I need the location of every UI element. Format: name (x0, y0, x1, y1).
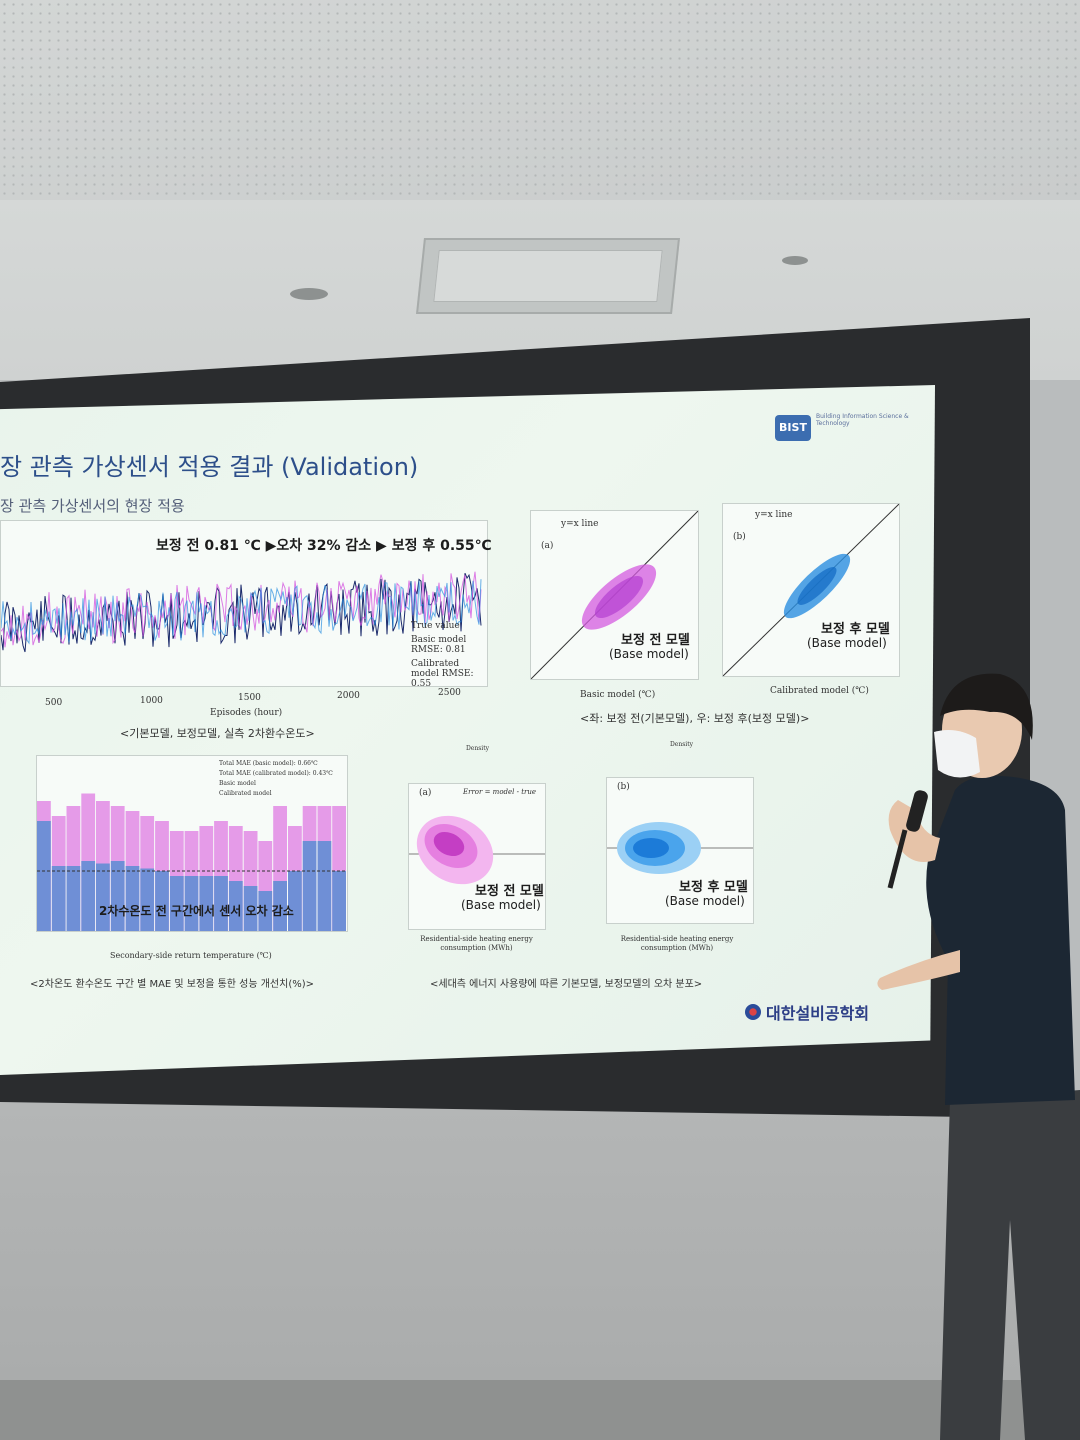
bar-legend: Total MAE (basic model): 0.66℃ (219, 760, 318, 767)
scatter-a-x-label: Basic model (℃) (580, 690, 656, 700)
bar-chart-annotation: 2차수온도 전 구간에서 센서 오차 감소 (99, 904, 294, 918)
scatter-a-panel: (a) y=x line 보정 전 모델 (Base model) (530, 510, 699, 680)
scatter-b-x-label: Calibrated model (℃) (770, 686, 869, 696)
presenter-shirt (926, 775, 1075, 1105)
bar-chart-plot (37, 793, 347, 931)
presenter-legs (940, 1090, 1080, 1440)
calibrated-model-bar (288, 871, 302, 931)
ceiling-light (782, 256, 808, 265)
density-a-plot (409, 815, 545, 885)
calibrated-model-bar (199, 876, 214, 931)
calibrated-model-bar (317, 841, 332, 931)
density-b-annotation-ko: 보정 후 모델 (679, 880, 748, 895)
density-a-annotation-en: (Base model) (461, 898, 541, 912)
bist-logo: BIST (775, 415, 811, 441)
calibrated-model-bar (214, 876, 228, 931)
calibrated-model-bar (66, 866, 81, 931)
legend-true-value: True value (411, 621, 460, 631)
org-logo: 대한설비공학회 (745, 1000, 869, 1024)
density-b-plot (607, 822, 753, 874)
presentation-slide: 장 관측 가상센서 적용 결과 (Validation) 장 관측 가상센서의 … (0, 385, 935, 1075)
scatter-a-annotation-en: (Base model) (609, 647, 689, 661)
floor-strip (0, 1380, 1080, 1440)
scatter-a-label: (a) (541, 541, 554, 551)
calibrated-model-bar (169, 876, 184, 931)
calibrated-model-bar (258, 891, 273, 931)
density-a-panel: (a) Error = model - true 보정 전 모델 (Base m… (408, 783, 546, 930)
scatter-b-panel: (b) y=x line 보정 후 모델 (Base model) (722, 503, 900, 677)
timeseries-panel: 보정 전 0.81 ℃ ▶오차 32% 감소 ▶ 보정 후 0.55℃ True… (0, 520, 492, 689)
ceiling-vent (416, 238, 680, 314)
calibrated-model-bar (51, 866, 66, 931)
presenter-mask (934, 730, 980, 778)
calibrated-model-bar (184, 876, 199, 931)
true-value-series (1, 573, 482, 653)
org-emblem-icon (745, 1004, 761, 1020)
slide-title: 장 관측 가상센서 적용 결과 (Validation) (0, 453, 419, 481)
density-b-top-label: Density (670, 741, 694, 748)
org-name: 대한설비공학회 (766, 1004, 870, 1023)
bar-chart-caption: <2차온도 환수온도 구간 별 MAE 및 보정을 통한 성능 개선치(%)> (30, 979, 315, 990)
density-a-formula: Error = model - true (463, 788, 537, 796)
presenter-hair (940, 673, 1033, 740)
x-tick: 500 (45, 698, 63, 708)
scatter-a-legend: y=x line (561, 519, 599, 529)
scatter-a-plot (531, 511, 698, 679)
calibrated-model-bar (332, 871, 346, 931)
microphone-icon (906, 790, 928, 832)
calibrated-model-bar (155, 871, 169, 931)
scatter-a-annotation-ko: 보정 전 모델 (621, 633, 690, 648)
timeseries-plot (1, 571, 482, 653)
scatter-b-plot (723, 504, 899, 676)
scatter-caption: <좌: 보정 전(기본모델), 우: 보정 후(보정 모델)> (580, 712, 810, 725)
timeseries-x-label: Episodes (hour) (210, 708, 283, 718)
density-caption: <세대측 에너지 사용량에 따른 기본모델, 보정모델의 오차 분포> (430, 979, 703, 990)
density-b-panel: (b) 보정 후 모델 (Base model) (606, 777, 754, 924)
x-tick: 1500 (238, 693, 261, 703)
scatter-b-annotation-en: (Base model) (807, 636, 887, 650)
scatter-b-legend: y=x line (755, 510, 793, 520)
basic-model-series (1, 571, 482, 648)
calibrated-model-bar (96, 863, 110, 931)
calibrated-model-bar (228, 881, 243, 931)
calibrated-model-bar (81, 861, 96, 931)
density-b-x-label: Residential-side heating energy consumpt… (620, 935, 734, 952)
calibrated-model-bar (273, 881, 287, 931)
density-a-top-label: Density (466, 745, 490, 752)
slide-subtitle: 장 관측 가상센서의 현장 적용 (0, 497, 185, 515)
x-tick: 2500 (438, 688, 461, 698)
x-tick: 1000 (140, 696, 163, 706)
ceiling-acoustic-panel (0, 0, 1080, 200)
timeseries-caption: <기본모델, 보정모델, 실측 2차환수온도> (120, 727, 315, 740)
bar-chart-panel: Total MAE (basic model): 0.66℃ Total MAE… (36, 755, 348, 932)
x-tick: 2000 (337, 691, 360, 701)
bar-legend: Total MAE (calibrated model): 0.43℃ (219, 770, 333, 777)
density-b-annotation-en: (Base model) (665, 894, 745, 908)
legend-calibrated-model: Calibrated model RMSE: 0.55 (411, 659, 474, 689)
calibrated-model-series (1, 579, 482, 645)
calibrated-model-bar (37, 821, 51, 931)
presenter (877, 673, 1080, 1440)
density-a-x-label: Residential-side heating energy consumpt… (420, 935, 533, 952)
density-b-label: (b) (617, 782, 630, 792)
scatter-b-label: (b) (733, 532, 746, 542)
bist-logo-text: Building Information Science & Technolog… (816, 413, 909, 427)
ceiling-light (290, 288, 328, 300)
calibrated-model-bar (125, 866, 140, 931)
calibrated-model-bar (243, 886, 258, 931)
density-a-label: (a) (419, 788, 432, 798)
calibrated-model-bar (140, 868, 155, 931)
density-a-annotation-ko: 보정 전 모델 (475, 884, 544, 899)
scatter-b-annotation-ko: 보정 후 모델 (821, 622, 890, 637)
calibrated-model-bar (302, 841, 317, 931)
timeseries-annotation: 보정 전 0.81 ℃ ▶오차 32% 감소 ▶ 보정 후 0.55℃ (156, 538, 492, 554)
bar-legend: Basic model (219, 780, 256, 787)
bar-x-label: Secondary-side return temperature (℃) (110, 951, 272, 960)
calibrated-model-bar (110, 861, 125, 931)
legend-basic-model: Basic model RMSE: 0.81 (411, 635, 467, 655)
bar-legend: Calibrated model (219, 790, 272, 797)
